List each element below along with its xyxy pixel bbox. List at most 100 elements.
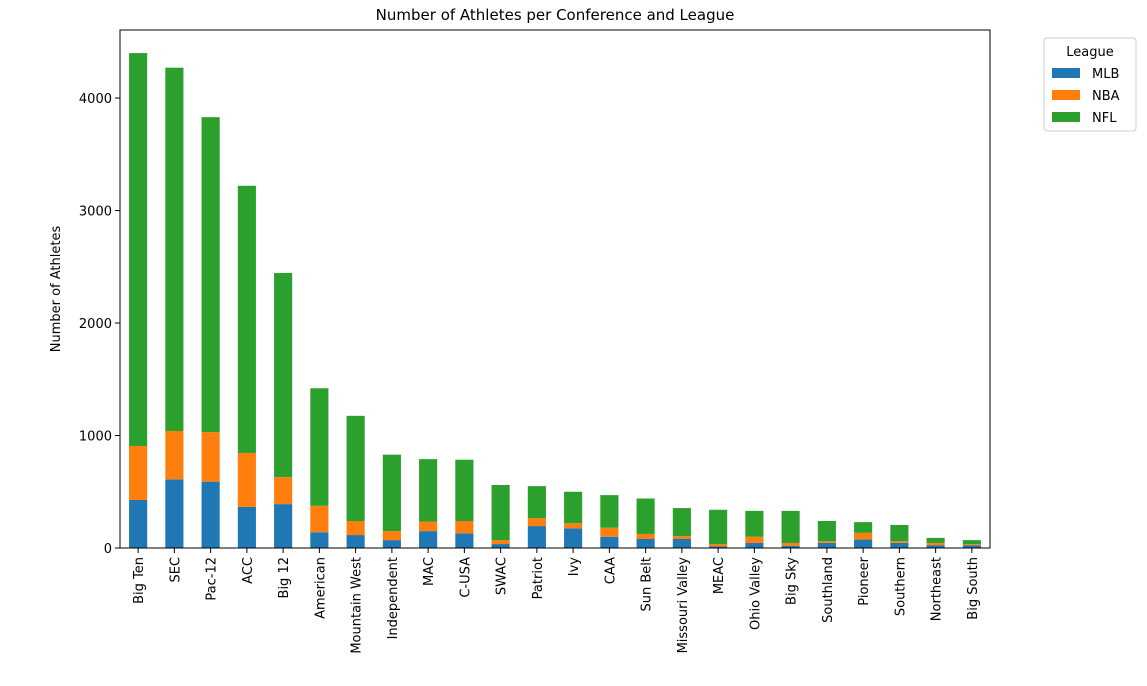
bar-segment	[237, 452, 256, 507]
bar-segment	[600, 536, 619, 548]
bar-segment	[346, 535, 365, 548]
bar-segment	[165, 479, 184, 548]
x-tick-label: Ohio Valley	[748, 557, 763, 630]
y-tick-label: 3000	[79, 205, 112, 220]
bar-segment	[274, 504, 293, 548]
bar-segment	[201, 117, 220, 433]
legend-label: MLB	[1092, 67, 1119, 82]
bar-segment	[455, 521, 474, 534]
x-tick-label: Southern	[893, 557, 908, 616]
bar-segment	[419, 531, 438, 548]
x-tick-label: Northeast	[930, 557, 945, 621]
bar-segment	[165, 431, 184, 480]
x-tick-label: Mountain West	[350, 557, 365, 654]
bar-segment	[636, 539, 655, 548]
x-tick-label: SEC	[168, 557, 183, 583]
x-tick-label: CAA	[603, 557, 618, 584]
legend-label: NBA	[1092, 89, 1120, 104]
bar-segment	[854, 532, 873, 540]
x-tick-label: Sun Belt	[640, 557, 655, 612]
bar-segment	[527, 486, 546, 519]
bar-segment	[600, 527, 619, 537]
bar-segment	[129, 53, 148, 446]
bar-segment	[672, 536, 691, 540]
y-axis-label: Number of Athletes	[49, 226, 64, 353]
bar-segment	[636, 498, 655, 534]
legend-swatch	[1052, 68, 1080, 78]
bar-segment	[129, 499, 148, 548]
bar-segment	[854, 539, 873, 548]
bar-segment	[890, 542, 909, 548]
x-tick-label: MEAC	[712, 557, 727, 594]
bar-segment	[926, 545, 945, 548]
legend-swatch	[1052, 112, 1080, 122]
legend-title: League	[1066, 45, 1113, 60]
bar-segment	[745, 510, 764, 537]
bar-segment	[419, 459, 438, 522]
plot-frame	[119, 29, 991, 549]
x-tick-label: American	[313, 557, 328, 619]
bar-segment	[709, 509, 728, 545]
bar-segment	[926, 542, 945, 546]
x-tick-label: Southland	[821, 557, 836, 623]
bar-segment	[129, 445, 148, 500]
bar-segment	[962, 540, 981, 545]
x-tick-label: Independent	[386, 557, 401, 639]
bar-segment	[491, 544, 510, 548]
bar-segment	[237, 506, 256, 548]
x-tick-label: Pac-12	[205, 557, 220, 601]
bar-segment	[527, 526, 546, 548]
bar-segment	[962, 545, 981, 548]
y-tick-label: 4000	[79, 92, 112, 107]
bar-segment	[165, 67, 184, 432]
bar-segment	[672, 539, 691, 548]
bar-segment	[310, 388, 329, 506]
y-tick-label: 2000	[79, 317, 112, 332]
bar-segment	[382, 531, 401, 541]
bar-segment	[564, 528, 583, 548]
x-tick-label: Big South	[966, 557, 981, 620]
bar-segment	[491, 485, 510, 541]
y-tick-label: 0	[104, 542, 112, 557]
bar-segment	[564, 523, 583, 529]
x-tick-label: Big 12	[277, 557, 292, 598]
bar-segment	[455, 459, 474, 522]
bar-segment	[745, 542, 764, 548]
bar-segment	[274, 477, 293, 505]
bar-segment	[709, 546, 728, 548]
x-tick-label: C-USA	[458, 557, 473, 598]
bar-segment	[854, 522, 873, 533]
legend-label: NFL	[1092, 111, 1117, 126]
bar-segment	[382, 540, 401, 548]
bar-segment	[346, 415, 365, 522]
x-tick-label: Pioneer	[857, 556, 872, 605]
bar-segment	[636, 533, 655, 540]
x-tick-label: Big Ten	[132, 557, 147, 604]
x-tick-label: Big Sky	[785, 557, 800, 605]
bar-segment	[890, 524, 909, 542]
bar-segment	[491, 540, 510, 545]
x-tick-label: MAC	[422, 557, 437, 586]
bar-segment	[564, 491, 583, 524]
x-tick-label: Missouri Valley	[676, 557, 691, 654]
bar-segment	[817, 542, 836, 548]
bar-segment	[781, 510, 800, 543]
bar-segment	[346, 521, 365, 536]
bar-segment	[745, 536, 764, 543]
bar-segment	[419, 521, 438, 532]
x-tick-label: Patriot	[531, 557, 546, 599]
bar-segment	[310, 505, 329, 533]
x-tick-label: Ivy	[567, 557, 582, 577]
bar-segment	[890, 541, 909, 543]
bar-segment	[310, 532, 329, 548]
bar-segment	[201, 432, 220, 482]
bar-segment	[201, 481, 220, 548]
bar-segment	[600, 495, 619, 528]
bar-segment	[382, 454, 401, 532]
legend-swatch	[1052, 90, 1080, 100]
bar-segment	[237, 185, 256, 453]
bar-segment	[672, 508, 691, 537]
bar-segment	[274, 272, 293, 478]
legend-box	[1043, 37, 1137, 132]
bar-segment	[455, 533, 474, 548]
